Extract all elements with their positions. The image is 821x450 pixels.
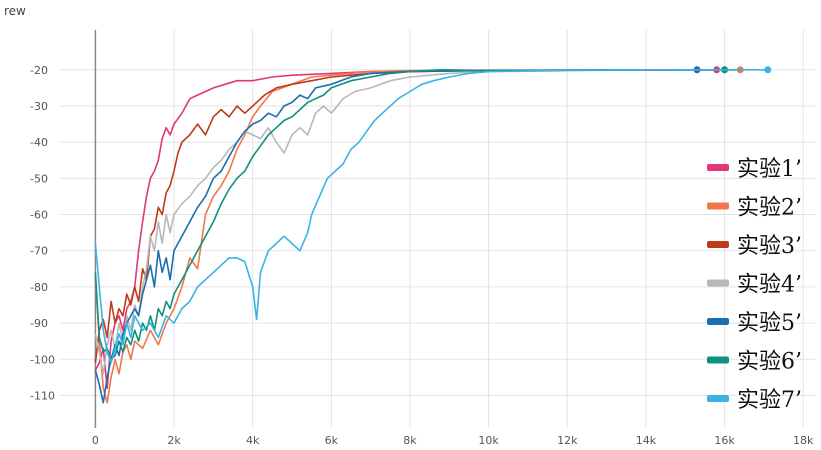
- x-tick-label: 10k: [478, 434, 499, 447]
- series-line-5: [94, 69, 697, 404]
- x-tick-label: 6k: [325, 434, 339, 447]
- y-tick-label: -80: [30, 281, 48, 294]
- legend: 实验1’ 实验2’ 实验3’ 实验4’ 实验5’ 实验6’ 实验7’: [707, 157, 802, 413]
- series-line-6: [94, 69, 725, 361]
- y-axis-title: rew: [4, 4, 26, 18]
- y-tick-label: -50: [30, 172, 48, 185]
- series-end-point-7: [764, 66, 772, 74]
- legend-label-3: 实验3’: [737, 234, 802, 259]
- x-tick-label: 18k: [793, 434, 814, 447]
- y-tick-label: -70: [30, 245, 48, 258]
- series-line-1: [94, 69, 717, 389]
- legend-swatch-1: [707, 164, 729, 171]
- legend-label-5: 实验5’: [737, 311, 802, 336]
- grid: [60, 30, 815, 428]
- legend-label-6: 实验6’: [737, 350, 802, 375]
- y-tick-label: -20: [30, 64, 48, 77]
- x-tick-label: 0: [92, 434, 99, 447]
- y-tick-label: -100: [30, 353, 55, 366]
- legend-swatch-3: [707, 241, 729, 248]
- y-tick-label: -90: [30, 317, 48, 330]
- x-tick-label: 2k: [167, 434, 181, 447]
- y-tick-label: -60: [30, 209, 48, 222]
- legend-swatch-5: [707, 318, 729, 325]
- legend-swatch-6: [707, 356, 729, 364]
- legend-label-4: 实验4’: [737, 273, 802, 298]
- x-tick-label: 14k: [636, 434, 657, 447]
- legend-label-7: 实验7’: [737, 388, 802, 413]
- series-line-2: [94, 69, 741, 404]
- y-tick-label: -30: [30, 100, 48, 113]
- x-tick-label: 8k: [403, 434, 417, 447]
- y-tick-label: -40: [30, 136, 48, 149]
- y-tick-label: -110: [30, 389, 55, 402]
- legend-label-2: 实验2’: [737, 196, 802, 221]
- series-line-3: [94, 69, 741, 363]
- legend-swatch-7: [707, 395, 729, 402]
- series-line-7: [94, 69, 768, 364]
- legend-swatch-4: [707, 279, 729, 287]
- axes: -20 -30 -40 -50 -60 -70 -80 -90 -100 -110 0 2k 4k 6k 8…: [30, 64, 814, 447]
- legend-label-1: 实验1’: [737, 157, 802, 182]
- x-tick-label: 16k: [714, 434, 735, 447]
- legend-swatch-2: [707, 202, 729, 210]
- series-layer: [94, 66, 772, 404]
- x-tick-label: 12k: [557, 434, 578, 447]
- x-tick-label: 4k: [246, 434, 260, 447]
